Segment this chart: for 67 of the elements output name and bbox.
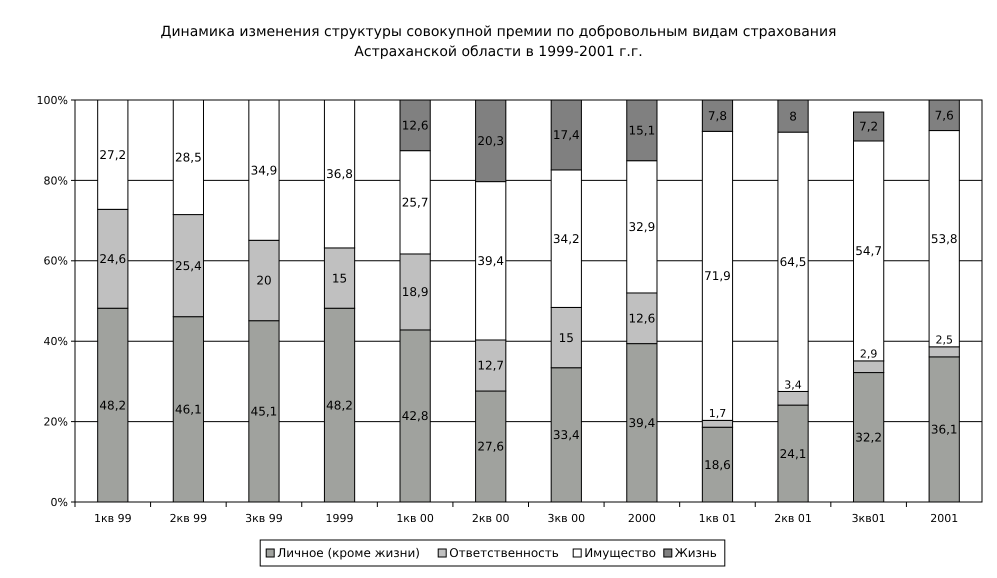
data-label: 7,2 xyxy=(859,120,878,134)
data-label: 20 xyxy=(256,274,272,288)
x-tick-label: 3кв 99 xyxy=(245,512,283,525)
x-tick-label: 2001 xyxy=(930,512,958,525)
data-label: 18,9 xyxy=(402,285,428,300)
x-tick-label: 2000 xyxy=(628,512,656,525)
data-label: 1,7 xyxy=(708,407,726,420)
y-tick-label: 40% xyxy=(44,335,68,348)
data-label: 7,6 xyxy=(934,108,954,122)
data-label: 27,6 xyxy=(477,440,504,454)
data-label: 39,4 xyxy=(628,416,656,430)
x-tick-label: 3кв01 xyxy=(852,512,886,525)
x-tick-label: 1кв 00 xyxy=(396,512,434,525)
data-label: 2,9 xyxy=(860,348,878,361)
x-tick-label: 2кв 01 xyxy=(774,512,812,525)
data-label: 48,2 xyxy=(326,398,353,412)
data-label: 64,5 xyxy=(780,255,806,270)
data-label: 15 xyxy=(332,271,348,286)
data-label: 7,8 xyxy=(708,108,728,123)
data-label: 36,8 xyxy=(326,167,353,182)
x-tick-label: 2кв 00 xyxy=(472,512,510,525)
data-label: 27,2 xyxy=(99,148,126,162)
y-tick-label: 80% xyxy=(44,174,68,188)
data-label: 25,7 xyxy=(402,196,428,210)
y-tick-label: 0% xyxy=(50,496,68,509)
data-label: 45,1 xyxy=(250,404,278,419)
data-label: 32,9 xyxy=(628,220,656,234)
data-label: 15,1 xyxy=(628,124,656,138)
data-label: 33,4 xyxy=(552,428,580,442)
data-label: 71,9 xyxy=(704,269,731,284)
y-tick-label: 100% xyxy=(36,94,68,107)
data-label: 12,7 xyxy=(477,358,504,373)
legend-label: Ответственность xyxy=(449,546,559,560)
legend-label: Имущество xyxy=(584,546,656,560)
data-label: 18,6 xyxy=(704,458,731,472)
data-label: 28,5 xyxy=(175,150,202,164)
x-tick-label: 1999 xyxy=(326,512,354,525)
data-label: 12,6 xyxy=(628,311,656,326)
data-label: 34,9 xyxy=(250,163,278,178)
data-label: 24,6 xyxy=(99,252,126,266)
legend-label: Личное (кроме жизни) xyxy=(277,546,420,560)
y-tick-label: 20% xyxy=(44,415,68,428)
x-tick-label: 2кв 99 xyxy=(170,512,208,525)
data-label: 53,8 xyxy=(930,232,958,246)
data-label: 39,4 xyxy=(477,254,504,268)
data-label: 46,1 xyxy=(175,402,202,417)
data-label: 36,1 xyxy=(930,422,958,437)
data-label: 2,5 xyxy=(935,334,953,347)
data-label: 17,4 xyxy=(552,128,580,142)
data-label: 8 xyxy=(789,109,797,124)
legend-label: Жизнь xyxy=(674,546,717,560)
y-tick-label: 60% xyxy=(44,254,68,268)
chart-title: Динамика изменения структуры совокупной премии по добровольным видам страхования Астраханской области в 1999-2001 г.г. xyxy=(160,24,836,60)
data-label: 54,7 xyxy=(855,244,882,258)
data-label: 15 xyxy=(558,330,574,345)
x-tick-label: 3кв 00 xyxy=(547,512,586,525)
x-tick-label: 1кв 01 xyxy=(698,512,736,525)
data-label: 20,3 xyxy=(477,134,504,148)
data-label: 3,4 xyxy=(784,378,802,392)
data-label: 48,2 xyxy=(99,398,126,412)
data-label: 24,1 xyxy=(780,446,806,461)
data-label: 12,6 xyxy=(402,118,428,133)
data-label: 25,4 xyxy=(175,258,202,273)
x-tick-label: 1кв 99 xyxy=(94,512,132,525)
data-label: 42,8 xyxy=(402,409,428,424)
data-label: 32,2 xyxy=(855,430,882,444)
data-label: 34,2 xyxy=(552,232,580,246)
